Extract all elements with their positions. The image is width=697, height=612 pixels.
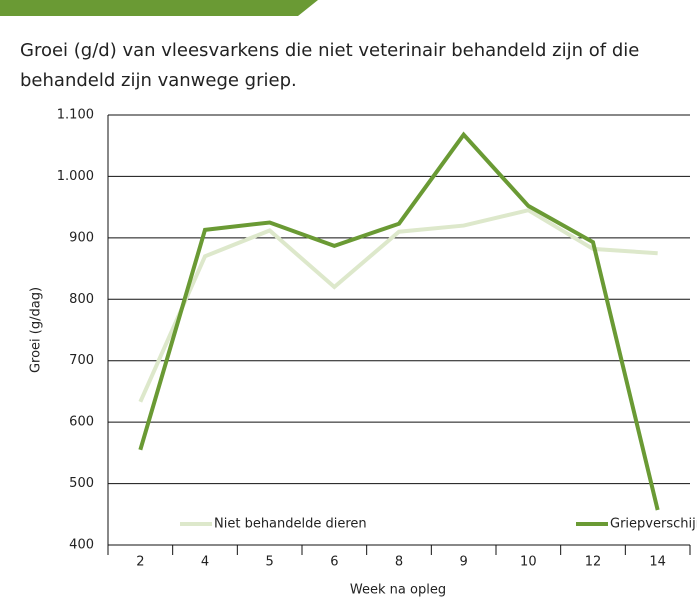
x-tick-label: 10: [520, 555, 537, 570]
y-tick-label: 1.000: [57, 169, 94, 184]
y-tick-label: 500: [69, 476, 94, 491]
y-tick-label: 1.100: [57, 108, 94, 123]
x-tick-label: 14: [649, 555, 666, 570]
y-tick-label: 600: [69, 415, 94, 430]
legend-label: Griepverschijnselen: [610, 517, 697, 532]
y-tick-label: 900: [69, 230, 94, 245]
x-tick-label: 4: [201, 555, 209, 570]
x-tick-label: 12: [585, 555, 602, 570]
subtitle-line: behandeld zijn vanwege griep.: [20, 70, 297, 91]
x-tick-label: 9: [460, 555, 468, 570]
y-axis-label: Groei (g/dag): [29, 287, 44, 373]
subtitle-line: Groei (g/d) van vleesvarkens die niet ve…: [20, 40, 639, 61]
legend-label: Niet behandelde dieren: [214, 517, 367, 532]
series-line: [138, 208, 658, 403]
x-tick-label: 8: [395, 555, 403, 570]
x-tick-label: 5: [266, 555, 274, 570]
y-tick-label: 400: [69, 538, 94, 553]
header-banner: [0, 0, 318, 16]
y-tick-label: 800: [69, 292, 94, 307]
legend-bg: [176, 514, 391, 534]
x-tick-label: 6: [330, 555, 338, 570]
x-axis-label: Week na opleg: [350, 583, 446, 598]
legend-bg: [572, 514, 684, 534]
x-tick-label: 2: [136, 555, 144, 570]
y-tick-label: 700: [69, 353, 94, 368]
series-line: [138, 131, 660, 511]
